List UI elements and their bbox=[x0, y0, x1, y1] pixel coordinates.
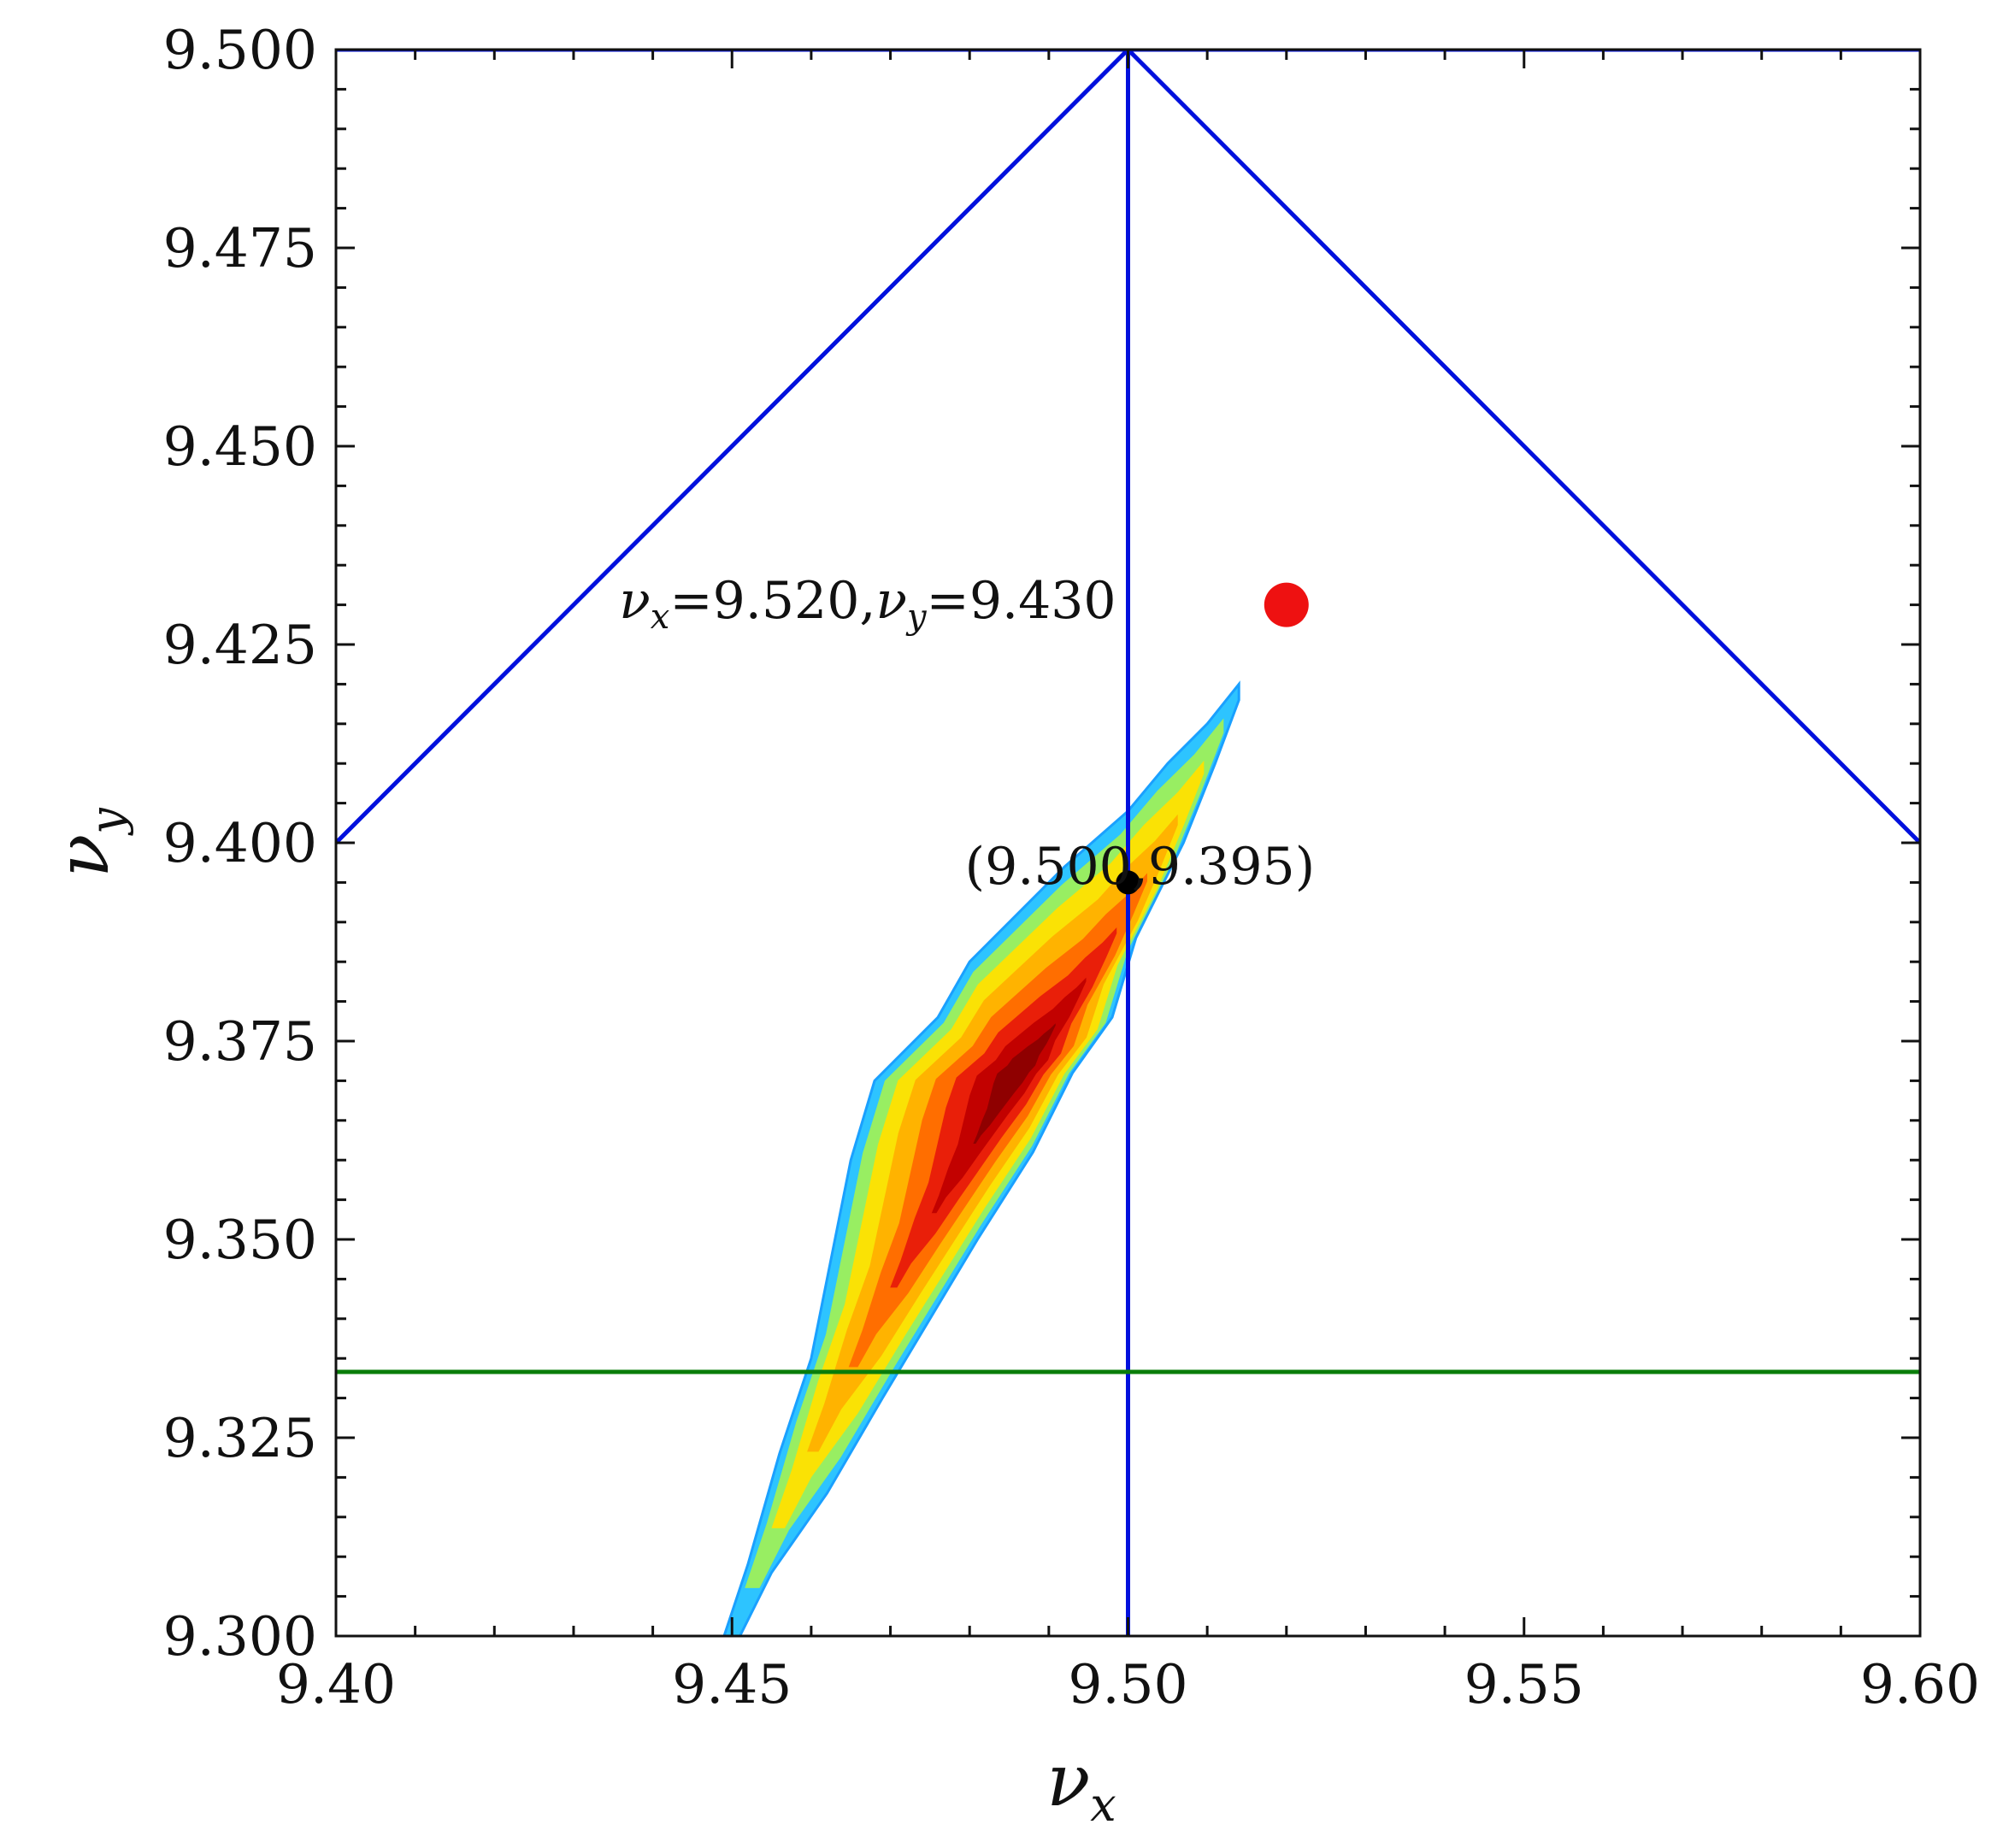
y-tick-label: 9.350 bbox=[163, 1209, 317, 1271]
working-point-annotation: νx=9.520,νy=9.430 bbox=[619, 571, 1116, 637]
y-tick-label: 9.375 bbox=[163, 1010, 317, 1073]
y-tick-label: 9.425 bbox=[163, 614, 317, 676]
x-tick-label: 9.40 bbox=[276, 1653, 396, 1716]
y-tick-label: 9.500 bbox=[163, 19, 317, 81]
tune-points bbox=[1116, 582, 1309, 895]
resonance-line bbox=[1126, 50, 1920, 845]
y-tick-label: 9.400 bbox=[163, 812, 317, 874]
resonance-line bbox=[336, 50, 1130, 845]
footprint-density-level bbox=[973, 1023, 1056, 1145]
annotations: (9.500,9.395) νx=9.520,νy=9.430 bbox=[619, 571, 1315, 897]
center-annotation: (9.500,9.395) bbox=[965, 837, 1315, 897]
tick-labels: 9.40 9.45 9.50 9.55 9.60 9.300 9.325 9.350 9.375… bbox=[163, 19, 1981, 1716]
working-point bbox=[1264, 582, 1309, 627]
x-axis-label: νx bbox=[1046, 1739, 1116, 1832]
y-tick-label: 9.325 bbox=[163, 1407, 317, 1469]
x-tick-label: 9.60 bbox=[1860, 1653, 1980, 1716]
x-tick-label: 9.50 bbox=[1068, 1653, 1187, 1716]
y-axis-label: νy bbox=[41, 807, 134, 878]
y-tick-label: 9.475 bbox=[163, 217, 317, 280]
x-tick-label: 9.55 bbox=[1464, 1653, 1584, 1716]
x-tick-label: 9.45 bbox=[672, 1653, 792, 1716]
tune-footprint bbox=[722, 680, 1240, 1636]
footprint-center bbox=[1116, 870, 1140, 895]
axis-ticks bbox=[334, 48, 1922, 1638]
y-tick-label: 9.450 bbox=[163, 415, 317, 478]
y-tick-label: 9.300 bbox=[163, 1605, 317, 1668]
resonance-lines bbox=[336, 50, 1920, 1636]
footprint-outline bbox=[722, 680, 1240, 1636]
